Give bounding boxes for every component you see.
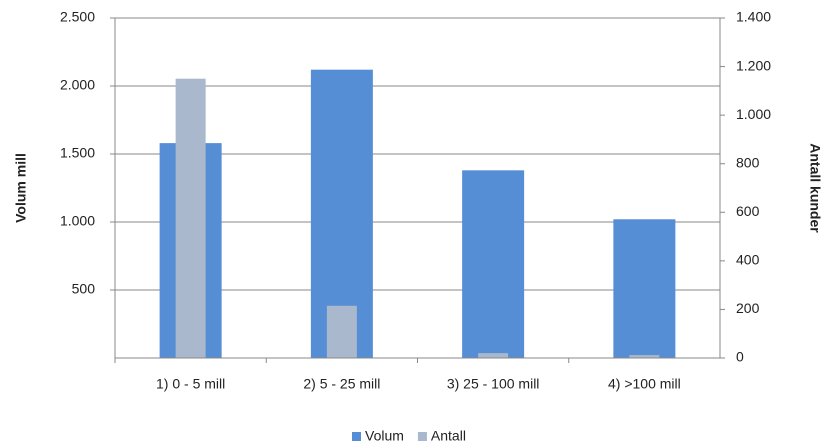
y-tick-label: 500	[72, 281, 96, 297]
y2-tick-label: 800	[736, 154, 760, 170]
y2-tick-label: 600	[736, 203, 760, 219]
y2-tick-label: 400	[736, 252, 760, 268]
y2-tick-label: 1.400	[736, 9, 771, 25]
y-tick-label: 2.000	[60, 77, 95, 93]
x-tick-label: 3) 25 - 100 mill	[447, 376, 540, 392]
y-axis-title: Volum mill	[13, 153, 29, 223]
x-tick-label: 2) 5 - 25 mill	[303, 376, 380, 392]
bar	[613, 219, 676, 358]
y2-tick-label: 0	[736, 349, 744, 365]
legend-swatch	[352, 432, 361, 441]
bar	[629, 355, 660, 358]
bar	[462, 170, 525, 358]
legend-label: Antall	[431, 428, 466, 444]
y-tick-label: 2.500	[60, 9, 95, 25]
x-tick-label: 4) >100 mill	[608, 376, 681, 392]
bar	[478, 353, 509, 358]
y2-tick-label: 1.200	[736, 57, 771, 73]
bar	[175, 78, 206, 358]
legend-swatch	[417, 432, 427, 441]
x-tick-label: 1) 0 - 5 mill	[156, 376, 225, 392]
y-tick-label: 1.000	[60, 213, 95, 229]
legend-label: Volum	[365, 428, 404, 444]
bar	[326, 305, 357, 358]
y2-axis-title: Antall kunder	[807, 143, 823, 233]
y-tick-label: 1.500	[60, 145, 95, 161]
y2-tick-label: 1.000	[736, 106, 771, 122]
y2-tick-label: 200	[736, 300, 760, 316]
